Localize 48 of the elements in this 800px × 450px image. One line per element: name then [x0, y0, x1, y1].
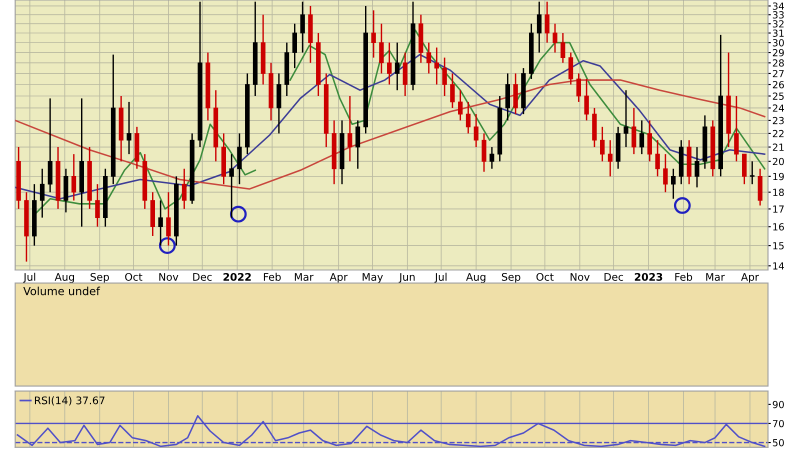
- y-tick-label: 32: [772, 20, 784, 28]
- y-tick-label: 18: [773, 188, 784, 196]
- x-tick-label: Dec: [193, 273, 212, 281]
- x-tick-label: 2023: [634, 272, 662, 281]
- y-tick-label: 28: [772, 59, 784, 67]
- y-tick-label: 17: [773, 206, 784, 213]
- x-tick-label: Feb: [264, 272, 281, 281]
- x-tick-label: Mar: [294, 273, 314, 281]
- y-tick-label: 23: [772, 116, 784, 124]
- x-tick-label: Aug: [54, 273, 74, 283]
- x-tick-label: Sep: [90, 272, 109, 283]
- y-tick-label: 19: [773, 172, 784, 180]
- y-tick-label: 30: [772, 39, 784, 46]
- y-tick-label: 26: [772, 81, 784, 88]
- x-tick-label: Jun: [398, 273, 415, 283]
- legend-label: RSI(14) 37.67: [34, 396, 104, 406]
- x-tick-label: 2022: [224, 272, 251, 281]
- y-tick-label: 20: [772, 158, 784, 166]
- x-tick-label: Nov: [159, 273, 178, 281]
- x-tick-label: May: [362, 273, 383, 283]
- y-tick-label: 27: [772, 70, 784, 78]
- text: Volume undef: [23, 286, 100, 296]
- x-tick-label: Apr: [741, 273, 759, 283]
- y-tick-label: 21: [772, 144, 784, 151]
- y-tick-label: 22: [772, 130, 784, 138]
- x-tick-label: Oct: [536, 272, 554, 281]
- x-tick-label: Dec: [604, 273, 624, 281]
- y-tick-label: 25: [772, 92, 784, 100]
- y-tick-label: 70: [772, 420, 784, 428]
- x-tick-label: Oct: [125, 272, 142, 281]
- y-tick-label: 29: [772, 49, 784, 56]
- y-tick-label: 31: [772, 29, 784, 37]
- x-tick-label: Apr: [330, 273, 348, 283]
- x-tick-label: Sep: [502, 272, 520, 283]
- y-tick-label: 24: [772, 104, 784, 112]
- y-tick-label: 15: [773, 242, 784, 250]
- x-tick-label: Nov: [570, 273, 590, 281]
- x-tick-label: Jul: [23, 272, 36, 283]
- x-tick-label: Feb: [675, 272, 692, 281]
- x-tick-label: Mar: [706, 273, 725, 281]
- y-tick-label: 50: [772, 439, 784, 446]
- x-tick-label: Jul: [434, 272, 446, 283]
- y-tick-label: 34: [772, 2, 784, 10]
- y-tick-label: 90: [772, 400, 784, 408]
- x-tick-label: Aug: [466, 273, 486, 283]
- y-tick-label: 14: [773, 262, 784, 270]
- y-tick-label: 16: [773, 223, 784, 231]
- y-tick-label: 33: [772, 11, 784, 19]
